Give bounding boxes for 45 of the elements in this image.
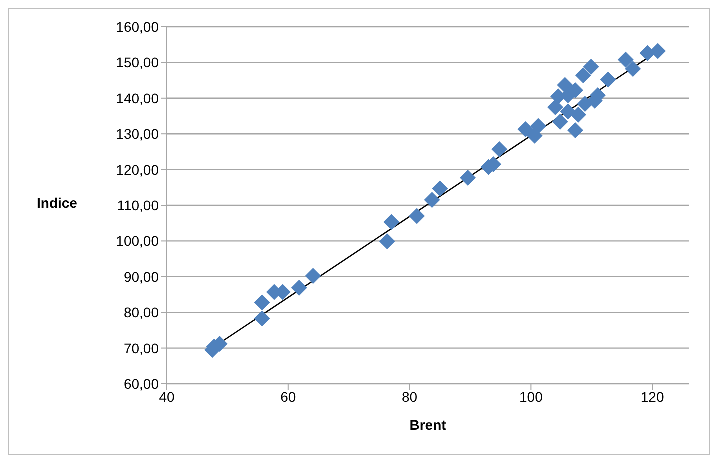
point	[547, 99, 564, 116]
y-tick-label: 150,00	[116, 54, 160, 71]
point	[625, 61, 642, 78]
point	[557, 77, 574, 94]
point	[600, 72, 616, 88]
point	[492, 141, 508, 158]
point	[384, 214, 400, 230]
y-tick-label: 80,00	[124, 304, 160, 321]
point	[570, 106, 587, 123]
point	[379, 234, 396, 250]
y-tick-label: 110,00	[117, 197, 160, 214]
point	[460, 170, 476, 186]
y-tick-label: 160,00	[116, 18, 160, 35]
x-tick-label: 60	[280, 388, 296, 405]
point	[291, 280, 308, 296]
point	[575, 68, 592, 84]
point	[254, 294, 270, 311]
point	[583, 58, 600, 75]
point	[530, 118, 546, 134]
point	[409, 208, 426, 224]
y-tick-label: 140,00	[116, 90, 160, 106]
point	[567, 122, 584, 139]
y-axis-title: Indice	[37, 195, 78, 211]
point	[577, 96, 594, 112]
y-tick-label: 90,00	[124, 268, 160, 285]
x-tick-label: 100	[520, 388, 544, 405]
y-tick-label: 130,00	[116, 126, 160, 142]
point	[305, 268, 322, 284]
x-tick-label: 80	[402, 388, 418, 405]
x-tick-label: 40	[159, 388, 175, 405]
x-axis-title: Brent	[408, 417, 448, 433]
x-tick-label: 120	[640, 388, 664, 405]
point	[432, 180, 448, 197]
y-tick-label: 60,00	[124, 376, 160, 392]
point	[650, 43, 666, 60]
point	[518, 121, 534, 138]
y-tick-label: 120,00	[116, 162, 160, 178]
point	[526, 128, 543, 144]
y-tick-label: 100,00	[116, 233, 160, 250]
point	[552, 114, 568, 130]
point	[424, 192, 440, 208]
y-tick-label: 70,00	[124, 340, 160, 356]
point	[254, 310, 270, 327]
point	[618, 52, 634, 68]
point	[560, 104, 576, 120]
